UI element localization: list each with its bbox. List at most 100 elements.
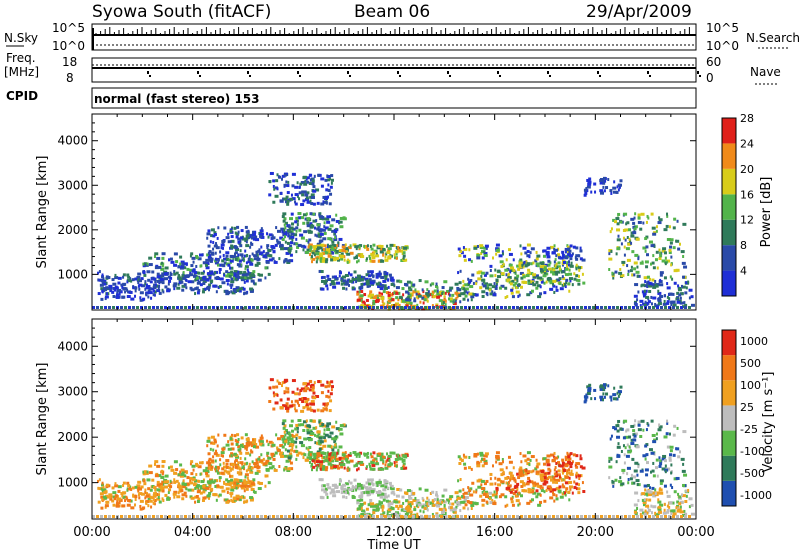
power-cell: [634, 283, 639, 287]
power-cell: [643, 276, 648, 280]
power-cell: [524, 251, 528, 255]
velocity-cell: [365, 490, 370, 494]
power-cell: [356, 260, 359, 264]
velocity-cell: [630, 473, 633, 477]
velocity-cell: [193, 483, 198, 487]
velocity-cell: [453, 507, 456, 511]
power-cell: [387, 255, 392, 259]
velocity-cell: [363, 501, 366, 505]
velocity-cell: [637, 463, 640, 467]
power-cell: [349, 273, 353, 277]
velocity-cell: [220, 454, 223, 458]
power-cell: [254, 263, 259, 267]
power-cell: [459, 249, 463, 253]
velocity-cell: [312, 391, 316, 395]
velocity-cell: [234, 458, 238, 462]
velocity-cell: [427, 502, 430, 506]
power-cell: [172, 284, 177, 288]
velocity-cell: [644, 444, 648, 448]
velocity-cell: [409, 507, 412, 511]
power-cell: [175, 260, 179, 264]
power-cell: [253, 254, 258, 258]
power-cell: [564, 248, 567, 252]
velocity-cell: [395, 464, 398, 468]
velocity-cell: [327, 462, 332, 466]
velocity-cell: [390, 462, 393, 466]
velocity-cell: [545, 460, 550, 464]
power-cell: [519, 258, 523, 262]
velocity-cell: [470, 503, 475, 507]
velocity-cell: [218, 493, 222, 497]
power-cell: [303, 182, 308, 186]
power-cell: [650, 302, 653, 306]
power-cell: [309, 195, 312, 199]
power-cell: [438, 299, 443, 303]
power-cell: [526, 243, 531, 247]
power-cell: [191, 256, 196, 260]
power-cell: [659, 278, 662, 282]
velocity-cell: [225, 482, 230, 486]
velocity-cell: [573, 486, 577, 490]
power-cell: [608, 306, 611, 309]
power-cell: [552, 272, 556, 276]
power-cell: [664, 262, 667, 266]
velocity-cell: [613, 386, 616, 390]
power-cell: [274, 194, 279, 198]
velocity-cell: [356, 468, 359, 472]
velocity-cell: [233, 485, 236, 489]
velocity-cell: [616, 391, 619, 395]
velocity-cell: [552, 476, 556, 480]
freq-dot: [499, 75, 501, 77]
velocity-cell: [98, 478, 101, 482]
velocity-cell: [387, 516, 391, 520]
power-cell: [682, 222, 687, 226]
power-cell: [176, 306, 179, 309]
velocity-cell: [549, 489, 554, 493]
velocity-cell: [331, 483, 336, 487]
power-cell: [540, 280, 544, 284]
power-cell: [200, 271, 205, 275]
velocity-cell: [464, 496, 469, 500]
velocity-cell: [463, 462, 467, 466]
velocity-cell: [341, 453, 346, 457]
power-cell: [685, 281, 689, 285]
power-cell: [285, 195, 289, 199]
velocity-cell: [633, 434, 637, 438]
power-cell: [323, 200, 328, 204]
velocity-cell: [296, 430, 299, 434]
power-cell: [172, 306, 175, 309]
velocity-cell: [495, 491, 498, 495]
velocity-cell: [145, 494, 150, 498]
power-cell: [650, 262, 653, 266]
power-cell: [488, 306, 491, 309]
velocity-cell: [626, 472, 629, 476]
power-cell: [318, 213, 321, 217]
power-cell: [517, 294, 520, 298]
power-cell: [215, 246, 220, 250]
velocity-cell: [609, 395, 613, 399]
power-cell: [173, 282, 178, 286]
velocity-cell: [630, 424, 635, 428]
power-cell: [148, 256, 153, 260]
velocity-cell: [325, 492, 329, 496]
freq-label-top: Freq.: [6, 51, 36, 65]
velocity-cell: [558, 475, 561, 479]
velocity-cell: [142, 479, 146, 483]
velocity-cell: [240, 443, 244, 447]
power-cell: [647, 300, 651, 304]
power-cell: [346, 260, 349, 264]
velocity-cell: [354, 463, 358, 467]
power-cell: [620, 242, 623, 246]
power-cell: [305, 196, 309, 200]
velocity-cell: [575, 475, 578, 479]
power-cell: [161, 261, 164, 265]
power-cell: [544, 263, 549, 267]
velocity-cell: [504, 495, 508, 499]
power-cell: [612, 218, 616, 222]
velocity-cell: [276, 448, 281, 452]
power-cell: [327, 277, 332, 281]
velocity-cell: [518, 471, 523, 475]
power-cell: [636, 274, 639, 278]
velocity-cell: [551, 458, 556, 462]
power-cell: [272, 179, 276, 183]
